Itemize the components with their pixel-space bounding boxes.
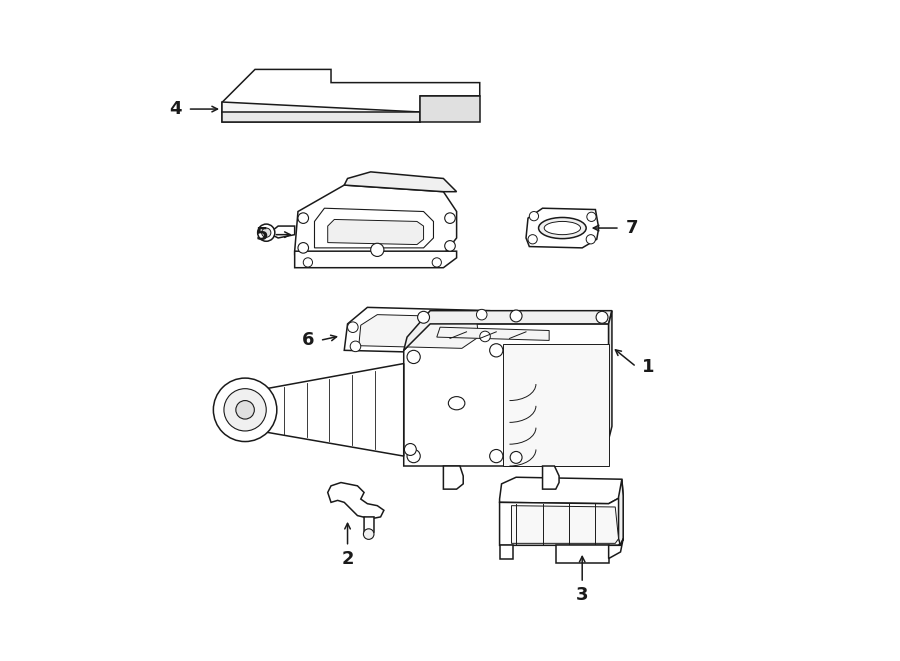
Polygon shape	[608, 311, 612, 440]
Circle shape	[445, 241, 455, 251]
Polygon shape	[222, 69, 480, 112]
Circle shape	[528, 235, 537, 244]
Polygon shape	[222, 112, 420, 122]
Polygon shape	[503, 344, 608, 466]
Circle shape	[476, 309, 487, 320]
Polygon shape	[500, 545, 513, 559]
Circle shape	[587, 212, 596, 221]
Circle shape	[298, 213, 309, 223]
Text: 2: 2	[341, 549, 354, 568]
Polygon shape	[618, 479, 623, 545]
Circle shape	[510, 310, 522, 322]
Polygon shape	[294, 185, 456, 254]
Circle shape	[596, 311, 608, 323]
Circle shape	[298, 243, 309, 253]
Polygon shape	[328, 483, 384, 519]
Ellipse shape	[544, 221, 580, 235]
Circle shape	[510, 451, 522, 463]
Polygon shape	[543, 466, 559, 489]
Circle shape	[350, 341, 361, 352]
Polygon shape	[252, 364, 404, 456]
Polygon shape	[272, 226, 294, 238]
Polygon shape	[359, 315, 479, 348]
Polygon shape	[222, 102, 420, 122]
Circle shape	[432, 258, 441, 267]
Ellipse shape	[538, 217, 586, 239]
Polygon shape	[526, 208, 599, 248]
Circle shape	[407, 449, 420, 463]
Circle shape	[490, 344, 503, 357]
Polygon shape	[556, 545, 608, 563]
Text: 7: 7	[626, 219, 638, 237]
Polygon shape	[294, 251, 456, 268]
Circle shape	[490, 449, 503, 463]
Circle shape	[586, 235, 596, 244]
Circle shape	[236, 401, 255, 419]
Polygon shape	[420, 96, 480, 122]
Text: 5: 5	[256, 225, 268, 244]
Text: 3: 3	[576, 586, 589, 604]
Circle shape	[480, 331, 491, 342]
Polygon shape	[436, 327, 549, 340]
Polygon shape	[364, 517, 374, 534]
Circle shape	[262, 228, 271, 237]
Circle shape	[213, 378, 277, 442]
Polygon shape	[511, 506, 618, 543]
Circle shape	[407, 350, 420, 364]
Text: 1: 1	[642, 358, 654, 376]
Circle shape	[418, 311, 429, 323]
Circle shape	[257, 224, 274, 241]
Polygon shape	[344, 172, 456, 192]
Polygon shape	[500, 496, 623, 545]
Polygon shape	[344, 307, 493, 354]
Polygon shape	[404, 324, 608, 466]
Circle shape	[445, 213, 455, 223]
Polygon shape	[328, 219, 424, 245]
Polygon shape	[404, 311, 612, 350]
Circle shape	[347, 322, 358, 332]
Circle shape	[404, 444, 417, 455]
Polygon shape	[500, 477, 623, 504]
Polygon shape	[444, 466, 464, 489]
Circle shape	[303, 258, 312, 267]
Polygon shape	[608, 539, 623, 559]
Text: 4: 4	[169, 100, 182, 118]
Circle shape	[371, 243, 384, 256]
Circle shape	[529, 212, 538, 221]
Text: 6: 6	[302, 331, 314, 350]
Circle shape	[224, 389, 266, 431]
Polygon shape	[314, 208, 434, 248]
Circle shape	[364, 529, 374, 539]
Ellipse shape	[448, 397, 465, 410]
